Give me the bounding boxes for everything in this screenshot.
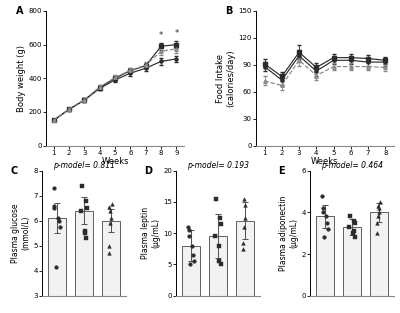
Bar: [75, 211, 93, 313]
X-axis label: Weeks: Weeks: [101, 157, 129, 166]
Point: [55, 218, 62, 223]
Point: [376, 206, 382, 211]
Point: [185, 228, 192, 233]
Point: [53, 264, 59, 269]
Text: A: A: [16, 6, 23, 16]
Point: [54, 216, 61, 221]
Point: [188, 243, 195, 248]
Title: p-model= 0.193: p-model= 0.193: [187, 161, 249, 170]
Point: [51, 203, 58, 208]
Text: *: *: [159, 31, 163, 39]
Y-axis label: Body weight (g): Body weight (g): [16, 45, 26, 112]
Point: [374, 231, 380, 236]
Point: [77, 208, 84, 213]
Bar: [102, 221, 120, 313]
Point: [189, 253, 196, 258]
Point: [82, 228, 88, 233]
Bar: [209, 236, 227, 296]
Point: [374, 220, 380, 225]
Title: p-model= 0.464: p-model= 0.464: [321, 161, 383, 170]
Text: D: D: [144, 166, 152, 176]
Point: [242, 215, 248, 220]
Point: [185, 234, 192, 239]
Point: [79, 183, 85, 188]
Point: [240, 196, 247, 201]
Point: [106, 204, 113, 209]
Point: [106, 221, 113, 226]
Point: [241, 203, 248, 208]
Point: [108, 216, 114, 221]
Point: [240, 246, 246, 251]
Point: [216, 259, 222, 264]
Bar: [182, 246, 200, 296]
Y-axis label: Plasma adiponectin
(μg/mL): Plasma adiponectin (μg/mL): [279, 196, 299, 271]
Point: [191, 259, 197, 264]
Bar: [236, 221, 254, 296]
Point: [217, 215, 224, 220]
Point: [218, 221, 224, 226]
Point: [377, 199, 383, 204]
Point: [213, 196, 219, 201]
Point: [347, 214, 353, 219]
Text: C: C: [10, 166, 18, 176]
Bar: [343, 227, 361, 296]
Point: [319, 193, 325, 198]
Point: [83, 198, 90, 203]
Point: [352, 220, 358, 225]
Point: [376, 210, 382, 215]
Bar: [48, 218, 66, 313]
Point: [350, 231, 356, 236]
Point: [352, 235, 358, 240]
Point: [107, 208, 114, 213]
Point: [320, 210, 326, 215]
Point: [320, 206, 326, 211]
Point: [106, 243, 112, 248]
Point: [240, 240, 246, 245]
Point: [216, 243, 223, 248]
Text: *: *: [174, 29, 178, 38]
Title: p-model= 0.811: p-model= 0.811: [53, 161, 115, 170]
Point: [50, 186, 57, 191]
Point: [350, 228, 357, 233]
Bar: [316, 217, 334, 296]
Point: [212, 234, 218, 239]
Point: [325, 227, 332, 232]
Y-axis label: Food Intake
(calories/day): Food Intake (calories/day): [216, 49, 236, 107]
Point: [83, 236, 90, 241]
Point: [374, 214, 381, 219]
Point: [324, 220, 330, 225]
X-axis label: Weeks: Weeks: [311, 157, 339, 166]
Point: [51, 206, 58, 211]
Bar: [370, 212, 388, 296]
Point: [374, 203, 381, 208]
Point: [108, 202, 115, 207]
Point: [217, 262, 224, 267]
Point: [185, 224, 191, 229]
Point: [322, 214, 329, 219]
Point: [57, 224, 63, 229]
Point: [351, 218, 358, 223]
Point: [84, 206, 90, 211]
Y-axis label: Plasma glucose
(mmol/L): Plasma glucose (mmol/L): [11, 203, 30, 263]
Point: [240, 224, 247, 229]
Text: E: E: [278, 166, 285, 176]
Point: [106, 251, 112, 256]
Text: B: B: [226, 6, 233, 16]
Point: [187, 262, 193, 267]
Point: [321, 235, 327, 240]
Y-axis label: Plasma leptin
(μg/mL): Plasma leptin (μg/mL): [141, 207, 160, 259]
Point: [82, 231, 88, 236]
Point: [346, 224, 352, 229]
